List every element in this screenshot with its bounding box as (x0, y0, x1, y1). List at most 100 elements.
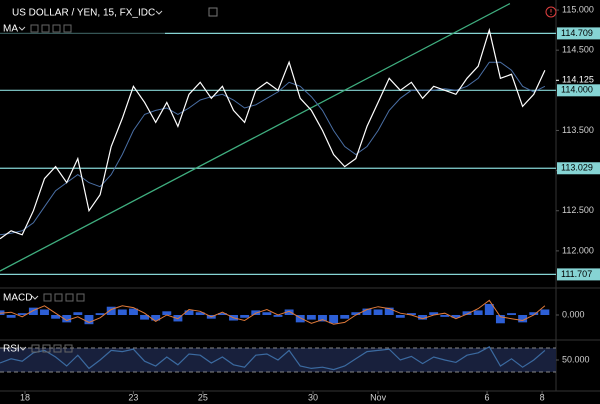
macd-bar (262, 312, 272, 315)
x-tick-label: 23 (128, 392, 138, 402)
indicator-label: MA (3, 24, 18, 35)
macd-bar (540, 309, 550, 315)
macd-bar (273, 315, 283, 317)
icon[interactable] (52, 24, 61, 33)
y-tick-label: 50.000 (562, 354, 590, 364)
macd-bar (84, 315, 94, 325)
indicator-icons (30, 24, 72, 33)
macd-bar (62, 315, 72, 323)
y-tick-label: 115.000 (562, 4, 594, 14)
plot: 115.000114.500113.500113.000112.500112.0… (0, 3, 600, 402)
macd-bar (151, 315, 161, 321)
level-label: 114.000 (561, 85, 593, 95)
macd-bar (473, 310, 483, 315)
rsi-line (0, 345, 546, 371)
macd-bar (140, 315, 150, 320)
icon[interactable] (43, 293, 52, 302)
macd-bar (340, 315, 350, 319)
icon[interactable] (53, 344, 62, 353)
chart-title: US DOLLAR / YEN, 15, FX_IDC (12, 8, 155, 19)
level-label-box (557, 27, 600, 40)
y-tick-label: 112.500 (562, 205, 594, 215)
dropdown-icon[interactable] (18, 26, 26, 31)
icon[interactable] (65, 293, 74, 302)
macd-bar (217, 313, 227, 315)
y-tick-label: 114.500 (562, 45, 594, 55)
level-label: 114.709 (561, 28, 593, 38)
icon[interactable] (64, 344, 73, 353)
x-tick-label: 18 (20, 392, 30, 402)
dropdown-icon[interactable] (31, 295, 39, 300)
y-tick-label: 112.000 (562, 245, 594, 255)
dropdown-icon[interactable] (19, 346, 27, 351)
macd-bar (40, 309, 49, 315)
macd-bar (362, 308, 372, 315)
macd-bar (429, 312, 439, 315)
y-tick-label: 113.500 (562, 125, 594, 135)
rsi-label: RSI (3, 344, 20, 355)
macd-bar (306, 315, 316, 320)
macd-bar (284, 309, 294, 315)
macd-bar (73, 312, 83, 315)
alert-icon[interactable] (545, 6, 557, 18)
macd-bar (28, 307, 38, 315)
macd-bar (184, 310, 194, 315)
ma-line (0, 61, 546, 236)
macd-bar (495, 315, 505, 324)
x-tick-label: 30 (308, 392, 318, 402)
icon[interactable] (54, 293, 63, 302)
macd-bar (128, 308, 138, 315)
level-label-box (557, 268, 600, 281)
level-label-box (557, 162, 600, 175)
macd-bar (195, 312, 205, 315)
macd-bar (117, 309, 127, 315)
x-tick-label: Nov (370, 392, 387, 402)
dropdown-icon[interactable] (155, 10, 163, 15)
macd-bar (484, 303, 494, 315)
macd-bar (384, 307, 394, 315)
macd-bar (240, 315, 250, 318)
settings-icon[interactable] (208, 7, 218, 17)
macd-bar (329, 315, 339, 324)
signal-line (0, 299, 546, 325)
y-tick-label: 0.000 (562, 309, 585, 319)
macd-bar (351, 312, 361, 315)
macd-bar (395, 315, 405, 318)
level-label: 111.707 (561, 269, 592, 279)
macd-bar (318, 315, 327, 322)
trendline (0, 3, 511, 272)
indicator-icons (43, 293, 85, 302)
macd-bar (529, 312, 539, 315)
level-label: 113.029 (561, 163, 593, 173)
macd-bar (162, 311, 172, 315)
macd-bar (507, 313, 516, 315)
icon[interactable] (41, 24, 50, 33)
icon[interactable] (31, 344, 40, 353)
icon[interactable] (30, 24, 39, 33)
legend-backdrop (0, 4, 165, 36)
x-tick-label: 25 (198, 392, 208, 402)
icon[interactable] (63, 24, 72, 33)
icon[interactable] (76, 293, 85, 302)
indicator-icons (31, 344, 73, 353)
macd-bar (17, 313, 27, 315)
macd-label: MACD (3, 293, 32, 304)
macd-bar (6, 315, 16, 318)
macd-bar (373, 309, 383, 315)
macd-bar (406, 313, 416, 315)
x-tick-label: 6 (485, 392, 490, 402)
macd-bar (106, 306, 116, 315)
macd-bar (95, 313, 105, 315)
x-tick-label: 8 (540, 392, 545, 402)
icon[interactable] (42, 344, 51, 353)
level-label-box (557, 84, 600, 97)
macd-bar (451, 315, 461, 318)
macd-bar (418, 315, 428, 320)
macd-bar (518, 315, 528, 323)
macd-bar (462, 311, 472, 315)
macd-bar (440, 315, 450, 317)
macd-bar (51, 315, 61, 319)
